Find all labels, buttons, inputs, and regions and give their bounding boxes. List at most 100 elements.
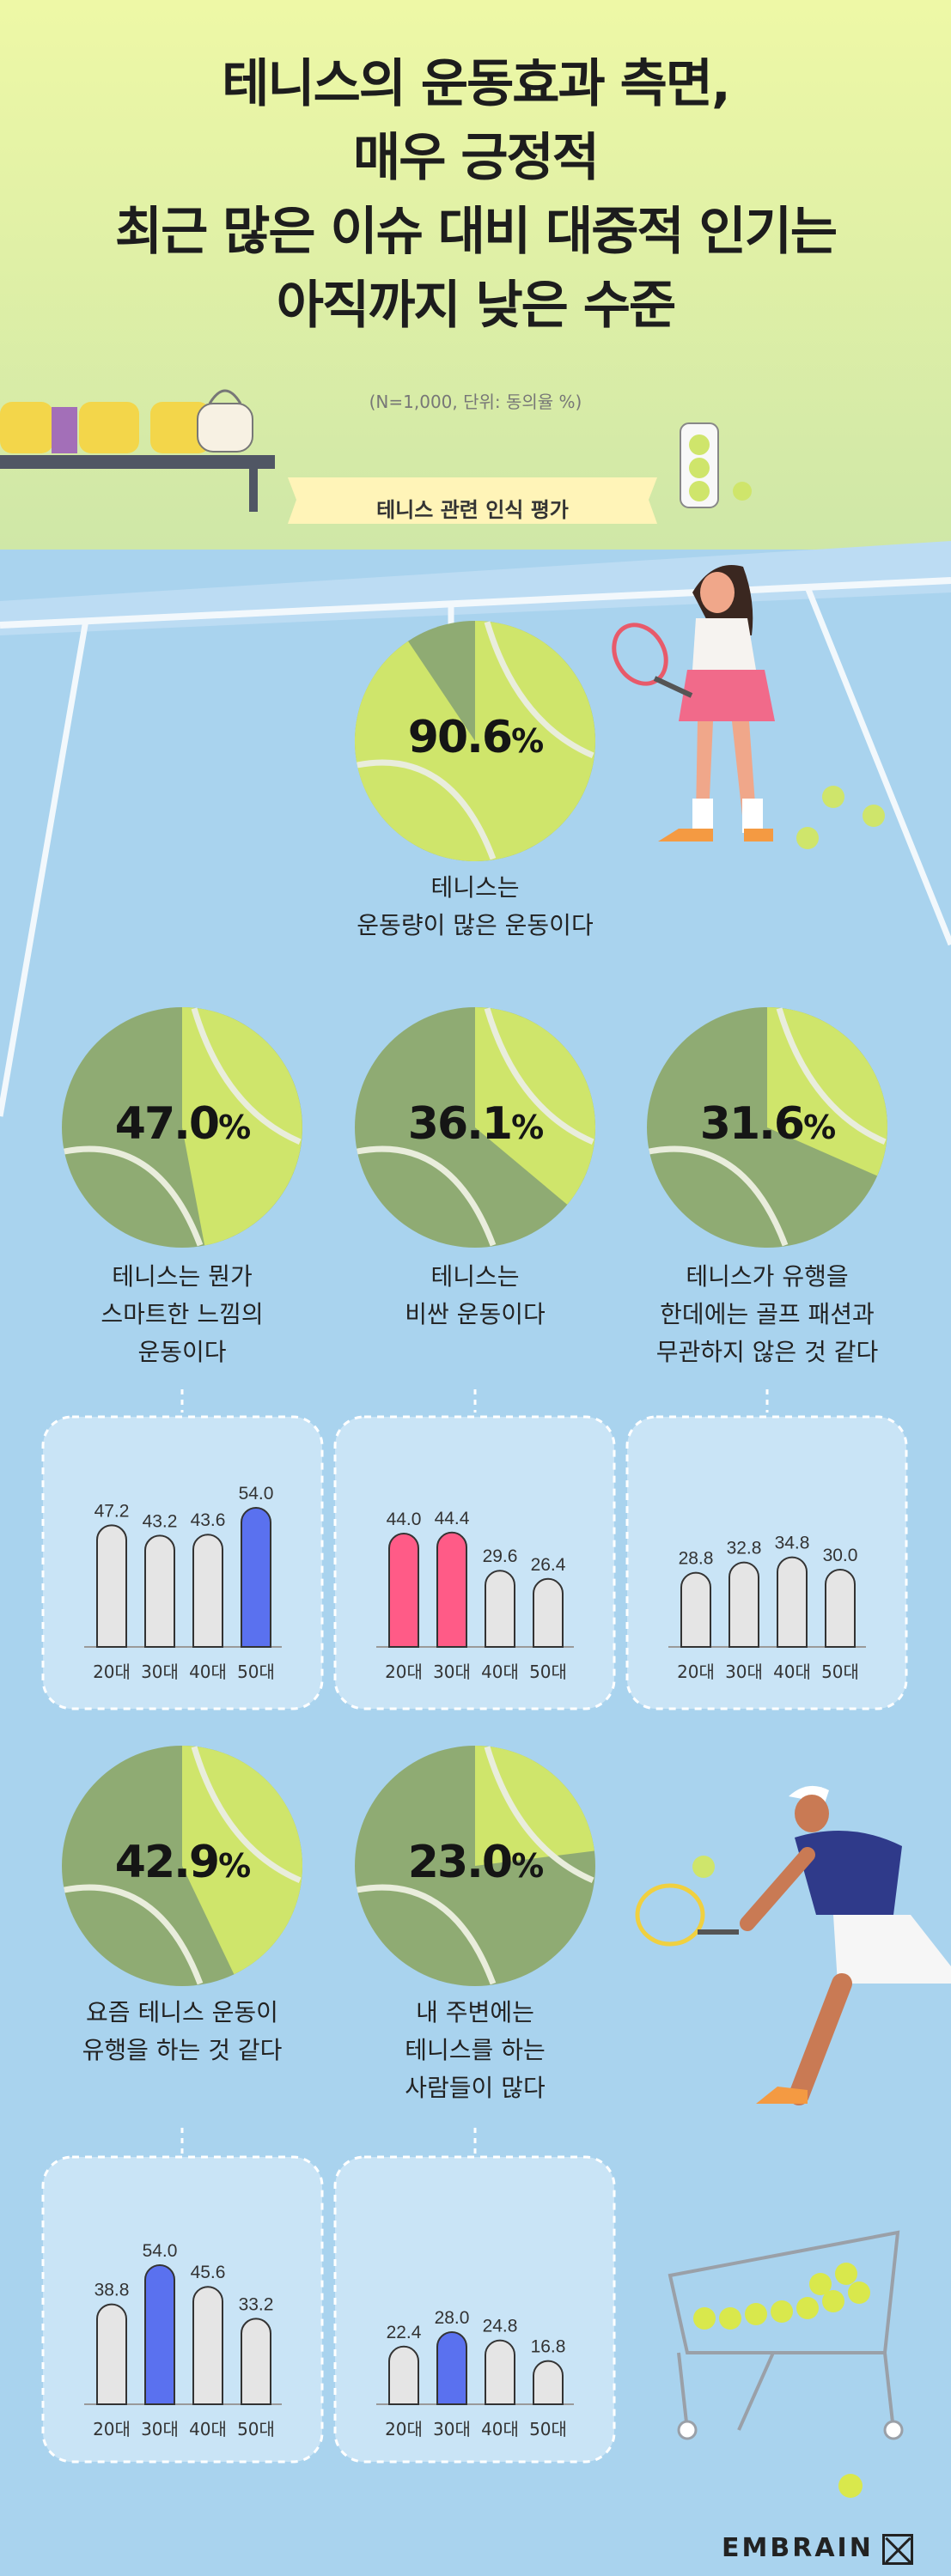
bar	[388, 1533, 419, 1648]
pie-slice	[182, 1746, 302, 1975]
bar	[680, 1571, 711, 1648]
pie-statement-label: 내 주변에는 테니스를 하는 사람들이 많다	[329, 1994, 621, 2107]
bar-category-label: 20대	[385, 1662, 423, 1682]
pie-statement-line: 무관하지 않은 것 같다	[655, 1338, 879, 1366]
bar	[533, 2360, 564, 2405]
bar	[96, 2303, 127, 2405]
pie-statement-line: 테니스는 뭔가	[112, 1262, 253, 1291]
bar	[192, 2286, 223, 2405]
bar-category-label: 50대	[529, 2419, 567, 2439]
pie-slice	[475, 1746, 594, 1866]
pie-statement-label: 요즘 테니스 운동이 유행을 하는 것 같다	[36, 1994, 328, 2069]
ball-seam	[191, 1746, 302, 1884]
pie-value-number: 31.6	[699, 1098, 805, 1150]
sample-note: (N=1,000, 단위: 동의율 %)	[369, 392, 582, 412]
ball-seam	[357, 1145, 497, 1247]
bar-value-label: 32.8	[727, 1539, 762, 1558]
bar-value-label: 29.6	[483, 1546, 518, 1566]
bar	[388, 2345, 419, 2405]
bar-category-label: 40대	[481, 1662, 519, 1682]
bar-category-label: 50대	[237, 1662, 275, 1682]
pie-slice	[354, 621, 595, 862]
pie-value-unit: %	[803, 1109, 836, 1146]
pie-value-label: 23.0%	[346, 1837, 604, 1888]
bar-value-label: 44.0	[387, 1510, 422, 1529]
pie-value-unit: %	[511, 1847, 544, 1885]
bar	[533, 1577, 564, 1648]
pie-value-number: 47.0	[114, 1098, 220, 1150]
pie-value-unit: %	[511, 722, 544, 760]
bar-category-label: 40대	[189, 1662, 227, 1682]
pie-value-label: 90.6%	[346, 712, 604, 763]
bar	[485, 1570, 515, 1648]
bar-value-label: 38.8	[94, 2281, 130, 2300]
bar-category-label: 50대	[821, 1662, 859, 1682]
bar-value-label: 24.8	[483, 2317, 518, 2336]
pie-value-unit: %	[218, 1109, 251, 1146]
bar-value-label: 33.2	[239, 2294, 274, 2314]
bar-value-label: 43.6	[191, 1510, 226, 1530]
bar-category-label: 30대	[433, 1662, 471, 1682]
ball-seam	[357, 1884, 497, 1985]
pie-statement-line: 유행을 하는 것 같다	[82, 2036, 283, 2064]
bar-value-label: 16.8	[531, 2337, 566, 2357]
bar-category-label: 20대	[93, 1662, 131, 1682]
ball-seam	[484, 621, 594, 759]
ball-seam	[191, 1007, 302, 1145]
bar	[825, 1569, 856, 1648]
brand-logo: EMBRAIN	[722, 2533, 913, 2565]
pie-statement-line: 운동이다	[137, 1338, 227, 1366]
bar	[192, 1534, 223, 1648]
male-player-illustration	[635, 1785, 951, 2105]
pie-value-unit: %	[511, 1109, 544, 1146]
bar	[241, 1507, 271, 1648]
bar-category-label: 40대	[481, 2419, 519, 2439]
section-banner: 테니스 관련 인식 평가	[376, 498, 569, 522]
bench-illustration	[0, 389, 275, 512]
pie-value-unit: %	[218, 1847, 251, 1885]
bar	[728, 1561, 759, 1648]
bar-category-label: 50대	[237, 2419, 275, 2439]
bar-category-label: 30대	[141, 1662, 179, 1682]
pie-statement-line: 내 주변에는	[416, 1998, 534, 2026]
bar-category-label: 20대	[385, 2419, 423, 2439]
pie-statement-label: 테니스가 유행을 한데에는 골프 패션과 무관하지 않은 것 같다	[621, 1258, 913, 1371]
pie-statement-line: 비싼 운동이다	[405, 1300, 546, 1328]
bar-value-label: 44.4	[435, 1509, 470, 1528]
bar-category-label: 50대	[529, 1662, 567, 1682]
pie-value-label: 36.1%	[346, 1098, 604, 1150]
bar	[96, 1524, 127, 1648]
ball-seam	[64, 1145, 204, 1247]
brand-mark-icon	[881, 2533, 913, 2565]
pie-value-number: 23.0	[407, 1837, 513, 1888]
pie-statement-line: 테니스는	[430, 873, 520, 902]
pie-value-label: 47.0%	[53, 1098, 311, 1150]
bar-category-label: 30대	[141, 2419, 179, 2439]
bar-category-label: 40대	[773, 1662, 811, 1682]
ball-seam	[484, 1007, 594, 1145]
bar	[241, 2318, 271, 2405]
pie-value-label: 31.6%	[638, 1098, 896, 1150]
bar-value-label: 54.0	[143, 2241, 178, 2261]
bar-category-label: 30대	[433, 2419, 471, 2439]
bar-category-label: 20대	[93, 2419, 131, 2439]
pie-statement-line: 사람들이 많다	[405, 2074, 546, 2102]
pie-statement-line: 테니스는	[430, 1262, 520, 1291]
bar	[144, 1534, 175, 1648]
ball-seam	[649, 1145, 789, 1247]
pie-statement-line: 한데에는 골프 패션과	[660, 1300, 875, 1328]
ball-seam	[64, 1884, 204, 1985]
ball-cart-illustration	[668, 2230, 904, 2498]
pie-statement-line: 운동량이 많은 운동이다	[357, 911, 594, 939]
ball-seam	[484, 1746, 594, 1884]
bar	[436, 2331, 467, 2405]
ball-seam	[357, 759, 497, 860]
pie-slice	[182, 1007, 302, 1246]
ball-can-illustration	[680, 422, 752, 508]
bar	[777, 1556, 808, 1648]
bar-value-label: 22.4	[387, 2323, 422, 2342]
bar-value-label: 43.2	[143, 1511, 178, 1531]
bar-category-label: 40대	[189, 2419, 227, 2439]
